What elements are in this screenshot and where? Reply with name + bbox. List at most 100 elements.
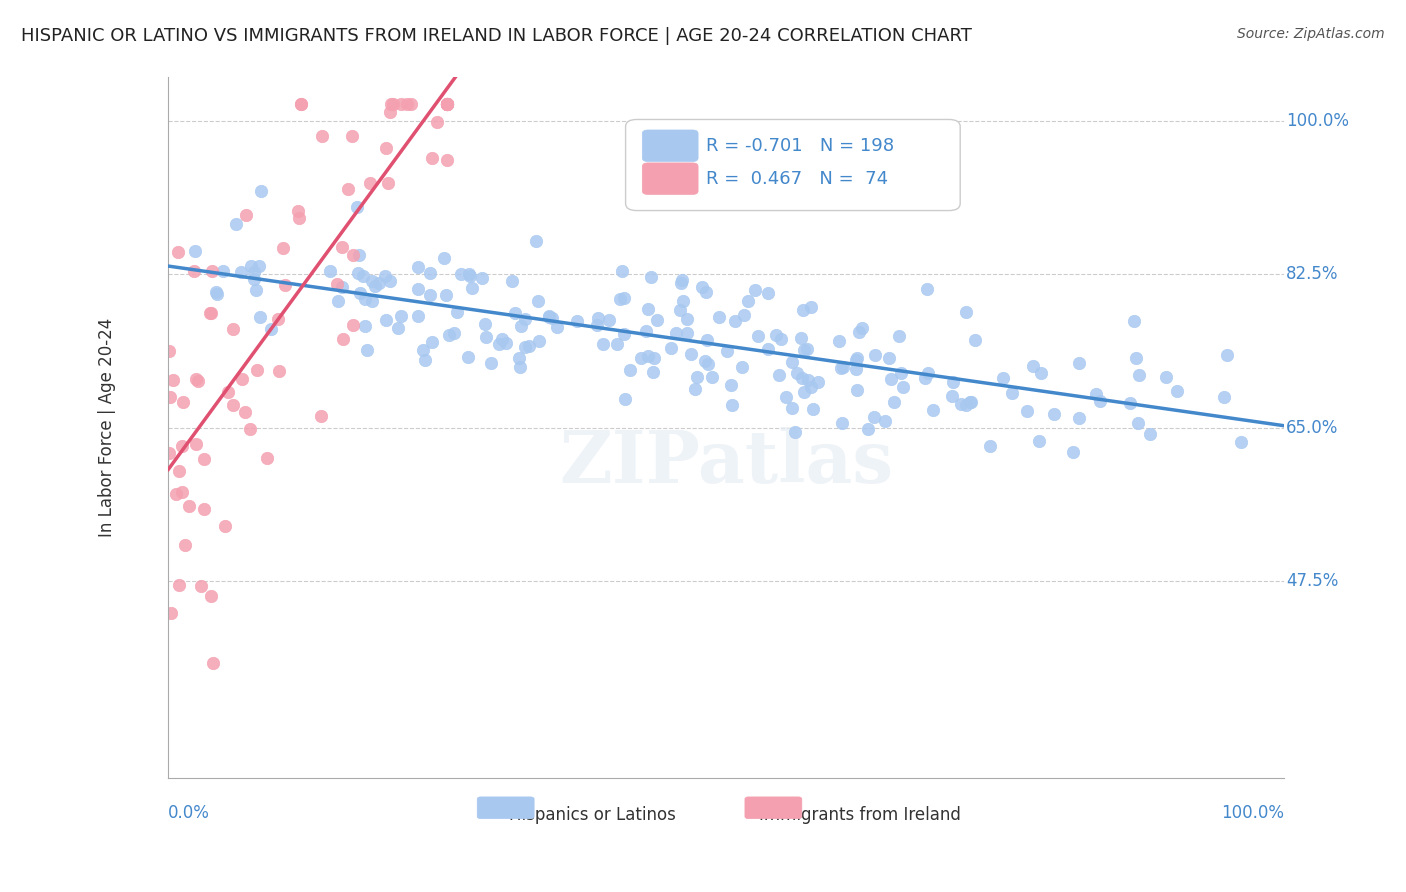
Point <box>359 176 381 190</box>
Point <box>267 312 290 326</box>
Point <box>659 341 682 355</box>
Point <box>800 300 823 314</box>
Point <box>1029 366 1052 380</box>
Point <box>501 274 523 288</box>
Point <box>737 294 759 309</box>
Point <box>172 395 194 409</box>
Point <box>311 128 333 143</box>
Point <box>243 265 266 279</box>
Point <box>177 499 200 513</box>
Point <box>332 332 354 346</box>
Point <box>828 334 851 349</box>
Point <box>671 276 693 290</box>
Point <box>436 96 458 111</box>
Point <box>634 324 657 338</box>
Point <box>592 337 614 351</box>
Point <box>436 96 458 111</box>
Point <box>290 96 312 111</box>
Point <box>436 96 458 111</box>
Point <box>184 437 207 451</box>
Point <box>645 312 668 326</box>
Point <box>756 285 779 300</box>
Point <box>222 322 245 336</box>
Point <box>186 372 208 386</box>
Point <box>217 384 239 399</box>
Point <box>193 452 215 467</box>
Point <box>231 372 253 386</box>
Point <box>436 96 458 111</box>
Point <box>768 368 790 382</box>
Point <box>724 314 747 328</box>
Point <box>880 372 903 386</box>
Point <box>231 265 253 279</box>
Point <box>960 395 983 409</box>
Point <box>174 538 197 552</box>
Point <box>877 351 900 365</box>
Point <box>950 397 973 411</box>
Point <box>1022 359 1045 374</box>
Point <box>747 329 769 343</box>
Point <box>770 332 793 346</box>
Text: Hispanics or Latinos: Hispanics or Latinos <box>509 806 675 824</box>
Point <box>433 251 456 265</box>
Point <box>239 422 262 436</box>
Point <box>675 312 697 326</box>
Point <box>330 280 353 294</box>
Point <box>513 312 536 326</box>
Point <box>890 366 912 380</box>
Point <box>406 282 429 296</box>
Point <box>672 294 695 309</box>
Point <box>846 351 869 365</box>
Point <box>419 266 441 280</box>
Point <box>260 322 283 336</box>
Point <box>471 270 494 285</box>
Point <box>643 365 665 379</box>
FancyBboxPatch shape <box>745 797 801 819</box>
Text: R = -0.701   N = 198: R = -0.701 N = 198 <box>706 137 894 155</box>
Point <box>495 335 517 350</box>
Point <box>436 96 458 111</box>
Text: 47.5%: 47.5% <box>1286 572 1339 590</box>
Point <box>356 343 378 358</box>
Point <box>1001 385 1024 400</box>
Point <box>387 321 409 335</box>
Point <box>269 364 291 378</box>
Point <box>436 96 458 111</box>
Point <box>955 398 977 412</box>
Point <box>460 281 482 295</box>
Point <box>249 310 271 325</box>
Point <box>830 360 852 375</box>
Point <box>1154 370 1177 384</box>
Point <box>396 96 419 111</box>
Point <box>225 217 247 231</box>
Point <box>883 394 905 409</box>
Point <box>246 363 269 377</box>
Point <box>606 337 628 351</box>
Point <box>408 310 430 324</box>
FancyBboxPatch shape <box>643 130 699 161</box>
Point <box>733 308 755 322</box>
Point <box>807 375 830 389</box>
Text: ZIPatlas: ZIPatlas <box>560 427 893 499</box>
Point <box>256 450 278 465</box>
Point <box>342 248 364 262</box>
Point <box>330 239 353 253</box>
Point <box>201 263 224 277</box>
Point <box>965 333 987 347</box>
Point <box>796 342 818 356</box>
Point <box>1212 390 1234 404</box>
Point <box>537 310 560 324</box>
Point <box>336 182 359 196</box>
Point <box>378 274 401 288</box>
Point <box>328 293 350 308</box>
Point <box>406 260 429 274</box>
Point <box>800 380 823 394</box>
Point <box>979 439 1001 453</box>
Point <box>515 341 537 355</box>
Point <box>205 286 228 301</box>
Point <box>247 260 270 274</box>
Point <box>524 235 547 249</box>
Point <box>172 439 194 453</box>
Point <box>567 313 589 327</box>
Point <box>377 176 399 190</box>
